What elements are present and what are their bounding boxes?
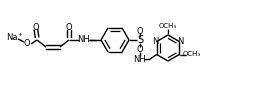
Text: OCH₃: OCH₃ [182,52,200,57]
Text: O: O [33,23,39,32]
Text: O: O [137,27,143,36]
Text: OCH₃: OCH₃ [159,23,177,29]
Text: NH: NH [77,36,89,44]
Text: O: O [137,44,143,53]
Text: N: N [153,37,159,46]
Text: N: N [177,37,184,46]
Text: NH: NH [134,54,146,63]
Text: +: + [18,32,22,37]
Text: O: O [66,23,72,32]
Text: Na: Na [6,33,18,43]
Text: O: O [24,40,30,49]
Text: S: S [137,35,143,45]
